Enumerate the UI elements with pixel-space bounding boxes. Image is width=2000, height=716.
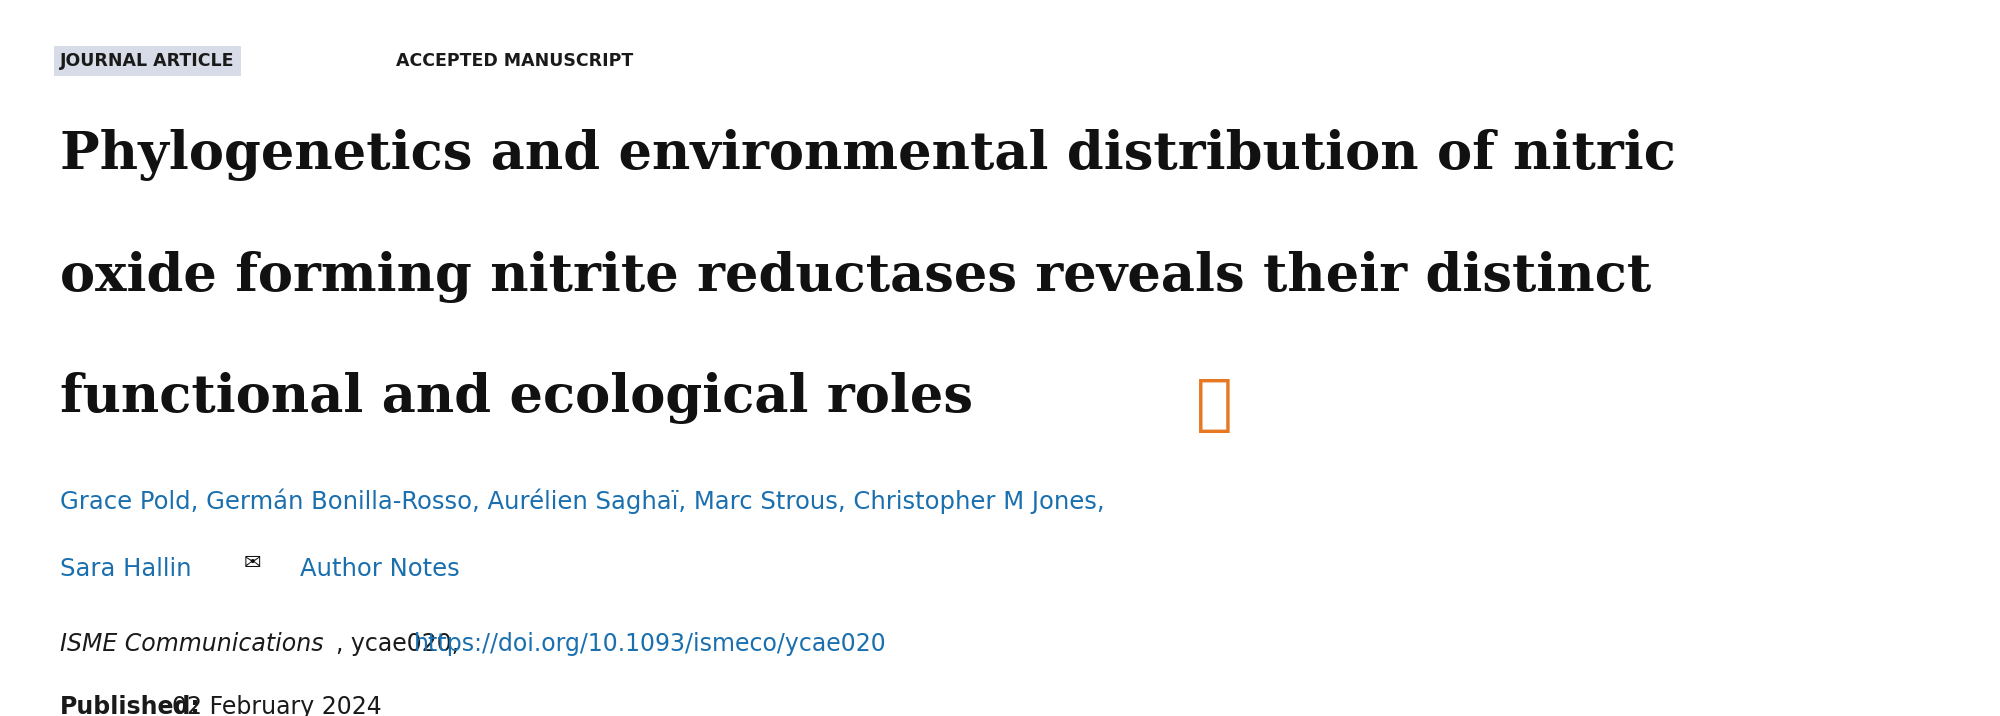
Text: Phylogenetics and environmental distribution of nitric: Phylogenetics and environmental distribu… [60,129,1676,181]
Text: Grace Pold, Germán Bonilla-Rosso, Aurélien Saghaï, Marc Strous, Christopher M Jo: Grace Pold, Germán Bonilla-Rosso, Auréli… [60,488,1104,514]
Text: ACCEPTED MANUSCRIPT: ACCEPTED MANUSCRIPT [396,52,634,70]
Text: ISME Communications: ISME Communications [60,632,324,656]
Text: ⓐ: ⓐ [1196,376,1232,435]
Text: , ycae020,: , ycae020, [336,632,466,656]
Text: JOURNAL ARTICLE: JOURNAL ARTICLE [60,52,234,70]
Text: 02 February 2024: 02 February 2024 [172,695,382,716]
Text: oxide forming nitrite reductases reveals their distinct: oxide forming nitrite reductases reveals… [60,251,1652,303]
Text: ✉: ✉ [244,553,262,574]
Text: https://doi.org/10.1093/ismeco/ycae020: https://doi.org/10.1093/ismeco/ycae020 [414,632,886,656]
Text: Sara Hallin: Sara Hallin [60,557,192,581]
Text: Author Notes: Author Notes [300,557,460,581]
Text: functional and ecological roles: functional and ecological roles [60,372,972,425]
Text: Published:: Published: [60,695,200,716]
